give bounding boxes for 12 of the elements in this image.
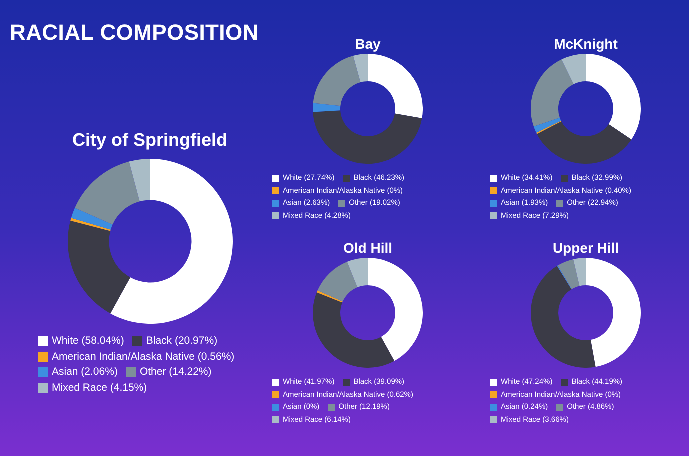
legend-label: Black (20.97%) [145,334,218,349]
chart-title: McKnight [553,36,619,52]
chart-title: Bay [354,36,382,52]
legend-label: Asian (2.06%) [51,365,118,380]
legend-label: Other (14.22%) [138,365,212,380]
text: RACIAL COMPOSITION [10,20,259,46]
chart-title: Upper Hill [552,240,620,256]
legend-label: American Indian/Alaska Native (0.56%) [51,350,235,364]
chart-title: City of Springfield [72,130,228,151]
legend-label: White (58.04%) [51,334,124,349]
legend-label: Mixed Race (4.15%) [51,380,148,396]
chart-title: Old Hill [342,240,394,256]
